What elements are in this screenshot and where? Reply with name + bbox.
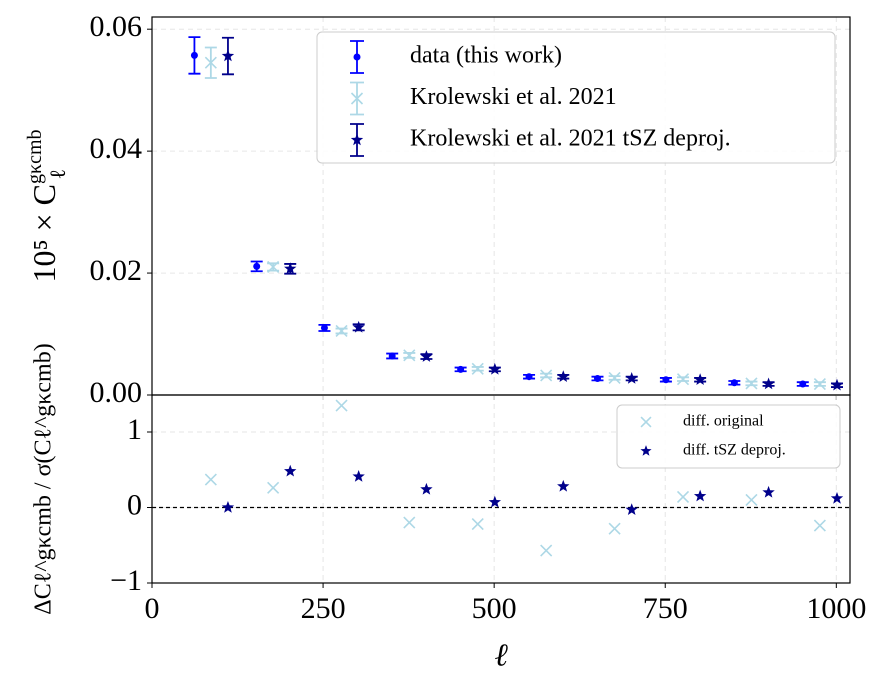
marker xyxy=(557,370,570,382)
y-axis-label-main: 10⁵ × C xyxy=(26,184,62,283)
marker xyxy=(284,464,297,477)
marker xyxy=(762,485,775,498)
x-tick-label: 750 xyxy=(643,592,688,625)
y-axis-label: ΔCℓ^gκcmb / σ(Cℓ^gκcmb) xyxy=(31,343,57,614)
marker xyxy=(730,379,738,387)
marker xyxy=(221,501,235,513)
marker xyxy=(253,262,261,270)
marker xyxy=(693,489,707,502)
marker xyxy=(676,373,690,386)
marker xyxy=(557,479,570,492)
marker xyxy=(403,516,416,529)
marker xyxy=(745,377,758,390)
legend-marker xyxy=(350,92,364,105)
marker xyxy=(745,493,758,507)
marker xyxy=(420,350,433,362)
marker xyxy=(625,372,638,384)
legend-box xyxy=(616,404,841,469)
legend-label: diff. tSZ deproj. xyxy=(683,442,786,459)
marker xyxy=(540,544,553,557)
x-tick-label: 1000 xyxy=(806,592,866,625)
marker xyxy=(471,362,484,375)
legend-marker xyxy=(640,416,652,428)
marker xyxy=(540,369,553,382)
marker xyxy=(799,380,807,388)
legend-box xyxy=(316,31,836,164)
legend-marker xyxy=(353,53,361,61)
legend-label: Krolewski et al. 2021 xyxy=(410,84,617,110)
marker xyxy=(813,519,826,532)
y-tick-label: 1 xyxy=(127,413,142,446)
marker xyxy=(335,399,348,412)
y-tick-label: 0.02 xyxy=(90,254,143,287)
legend-label: data (this work) xyxy=(410,43,562,69)
marker xyxy=(813,377,826,391)
marker xyxy=(190,51,198,59)
x-tick-label: 0 xyxy=(145,592,160,625)
marker xyxy=(762,377,775,390)
marker xyxy=(457,365,465,373)
y-axis-label: 10⁵ × Cgκcmbℓ xyxy=(24,129,70,282)
y-tick-label: 0.06 xyxy=(90,10,143,43)
marker xyxy=(676,490,690,503)
marker xyxy=(267,260,280,274)
legend-marker xyxy=(640,445,652,456)
marker xyxy=(608,371,621,384)
y-tick-label: 0.00 xyxy=(90,376,143,409)
marker xyxy=(335,324,348,338)
y-tick-label: 0 xyxy=(127,488,142,521)
x-tick-label: 500 xyxy=(472,592,517,625)
marker xyxy=(625,503,638,516)
y-tick-label: 0.04 xyxy=(90,132,143,165)
marker xyxy=(471,518,484,531)
marker xyxy=(488,495,502,508)
legend-label: Krolewski et al. 2021 tSZ deproj. xyxy=(410,126,731,152)
plot-frame xyxy=(151,394,851,584)
marker xyxy=(352,320,365,333)
marker xyxy=(352,470,365,482)
marker xyxy=(488,362,502,375)
marker xyxy=(403,349,416,362)
marker xyxy=(830,378,844,391)
marker xyxy=(608,522,621,535)
marker xyxy=(221,49,235,62)
marker xyxy=(204,56,217,69)
y-axis-label-sup: gκcmb xyxy=(24,129,46,184)
y-axis-label-sub: ℓ xyxy=(45,169,70,180)
marker xyxy=(830,491,844,504)
legend-label: diff. original xyxy=(683,413,764,430)
marker xyxy=(525,373,533,381)
marker xyxy=(388,352,396,360)
marker xyxy=(420,482,433,495)
x-axis-label: ℓ xyxy=(494,636,508,672)
legend-marker xyxy=(350,133,364,146)
marker xyxy=(267,481,280,494)
marker xyxy=(204,473,217,486)
marker xyxy=(284,262,297,275)
marker xyxy=(693,373,707,386)
marker xyxy=(662,376,670,384)
marker xyxy=(593,375,601,383)
y-tick-label: −1 xyxy=(110,564,142,597)
marker xyxy=(320,324,328,332)
x-tick-label: 250 xyxy=(301,592,346,625)
